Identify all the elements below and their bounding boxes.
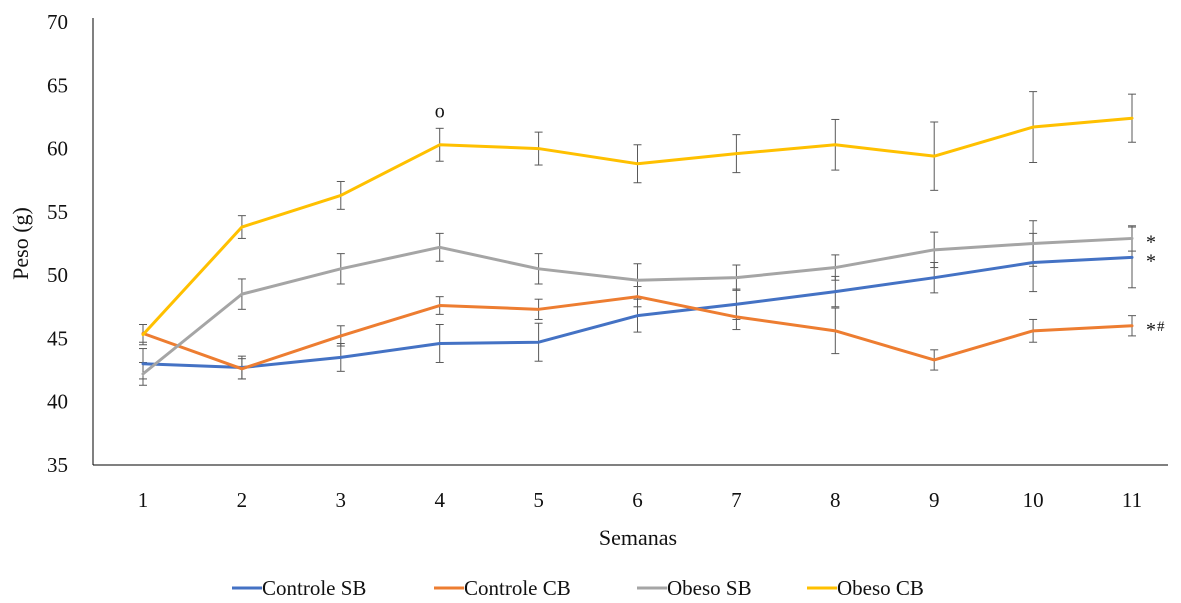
legend-item: Obeso CB xyxy=(807,576,924,600)
y-tick-label: 40 xyxy=(47,390,68,414)
legend-item: Controle CB xyxy=(434,576,571,600)
annotation-marker: * xyxy=(1146,250,1156,272)
error-bars xyxy=(139,91,1136,386)
x-axis-label: Semanas xyxy=(599,525,677,550)
legend-label: Obeso CB xyxy=(837,576,924,600)
y-tick-label: 65 xyxy=(47,73,68,97)
x-tick-label: 6 xyxy=(632,488,643,512)
x-tick-label: 9 xyxy=(929,488,940,512)
y-tick-label: 45 xyxy=(47,326,68,350)
annotation-marker: * xyxy=(1146,319,1156,341)
x-tick-label: 2 xyxy=(237,488,248,512)
y-tick-label: 55 xyxy=(47,200,68,224)
y-tick-label: 35 xyxy=(47,453,68,477)
legend-item: Controle SB xyxy=(232,576,366,600)
series-line xyxy=(141,295,1134,371)
x-tick-label: 10 xyxy=(1023,488,1044,512)
legend-label: Controle SB xyxy=(262,576,366,600)
x-tick-label: 4 xyxy=(434,488,445,512)
annotations: o*** # xyxy=(435,100,1165,340)
series-line xyxy=(141,116,1134,337)
series-lines xyxy=(141,116,1134,376)
series-line xyxy=(141,236,1134,376)
x-axis-ticks: 1 2 3 4 5 6 7 8 9 10 11 xyxy=(138,488,1142,512)
x-tick-label: 3 xyxy=(336,488,347,512)
x-tick-label: 11 xyxy=(1122,488,1142,512)
annotation-marker: * xyxy=(1146,231,1156,253)
x-tick-label: 5 xyxy=(533,488,544,512)
y-tick-label: 70 xyxy=(47,10,68,34)
x-tick-label: 1 xyxy=(138,488,149,512)
y-axis-ticks: 35 40 45 50 55 60 65 70 xyxy=(47,10,68,477)
legend: Controle SB Controle CB Obeso SB Obeso CB xyxy=(232,576,924,600)
annotation-marker: o xyxy=(435,100,445,122)
x-tick-label: 8 xyxy=(830,488,841,512)
legend-item: Obeso SB xyxy=(637,576,752,600)
y-axis-label: Peso (g) xyxy=(8,207,33,280)
series-line xyxy=(141,255,1134,370)
x-tick-label: 7 xyxy=(731,488,742,512)
y-tick-label: 60 xyxy=(47,137,68,161)
y-tick-label: 50 xyxy=(47,263,68,287)
annotation-marker-suffix: # xyxy=(1157,319,1165,335)
legend-label: Controle CB xyxy=(464,576,571,600)
legend-label: Obeso SB xyxy=(667,576,752,600)
